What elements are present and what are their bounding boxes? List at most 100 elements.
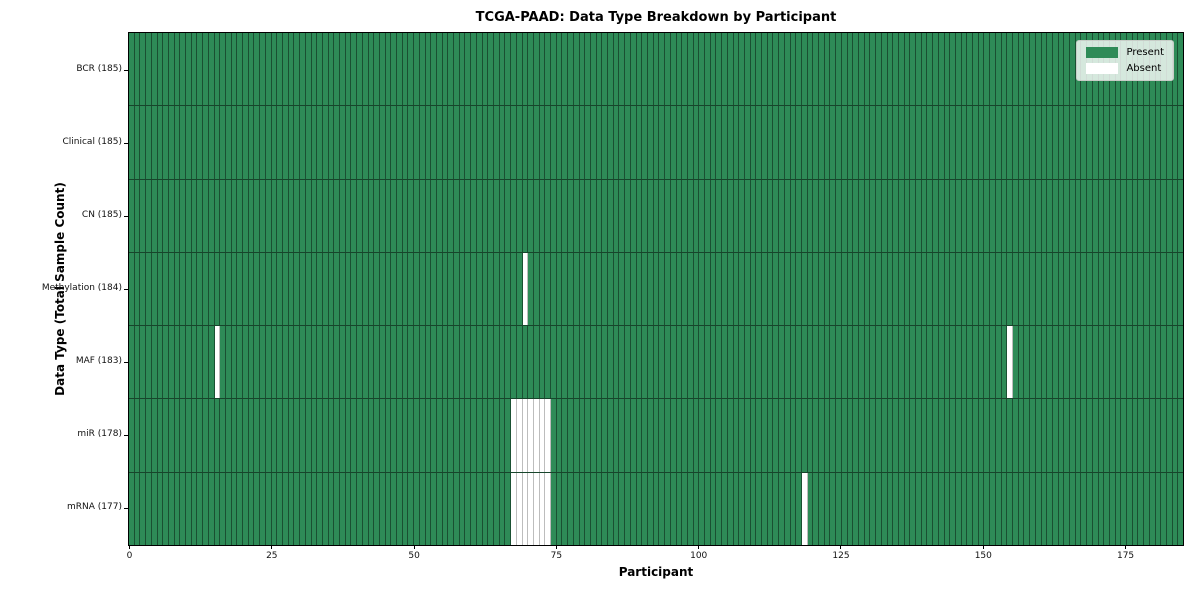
heatmap-cell <box>1155 399 1162 472</box>
x-tick-label: 150 <box>974 550 992 561</box>
heatmap-cell <box>876 326 882 399</box>
heatmap-cell <box>813 179 820 252</box>
heatmap-cell <box>955 326 962 399</box>
heatmap-cell <box>687 472 694 545</box>
heatmap-cell <box>157 179 164 252</box>
heatmap-cell <box>214 472 221 545</box>
heatmap-cell <box>511 399 517 472</box>
heatmap-cell <box>938 33 945 106</box>
heatmap-cell <box>168 33 175 106</box>
x-tick-label: 125 <box>832 550 850 561</box>
heatmap-cell <box>653 33 660 106</box>
heatmap-cell <box>870 252 877 326</box>
heatmap-cell <box>630 399 637 472</box>
heatmap-cell <box>710 472 717 545</box>
heatmap-cell <box>545 106 552 179</box>
heatmap-cell <box>881 179 888 252</box>
heatmap-cell <box>436 106 443 179</box>
heatmap-cell <box>596 33 603 106</box>
heatmap-cell <box>1087 179 1093 252</box>
heatmap-cell <box>676 179 683 252</box>
heatmap-cell <box>197 252 204 326</box>
heatmap-cell <box>767 472 774 545</box>
heatmap-cell <box>710 252 717 326</box>
heatmap-cell <box>533 179 540 252</box>
heatmap-cell <box>511 106 517 179</box>
heatmap-cell <box>1121 179 1128 252</box>
heatmap-cell <box>379 33 386 106</box>
heatmap-cell <box>340 326 346 399</box>
heatmap-cell <box>311 106 318 179</box>
heatmap-cell <box>243 252 249 326</box>
heatmap-cell <box>642 179 648 252</box>
heatmap-cell <box>841 33 848 106</box>
heatmap-cell <box>819 106 825 179</box>
heatmap-cell <box>1172 326 1179 399</box>
heatmap-cell <box>1161 106 1167 179</box>
heatmap-cell <box>636 252 643 326</box>
heatmap-cell <box>334 33 341 106</box>
heatmap-cell <box>722 252 728 326</box>
heatmap-cell <box>625 106 631 179</box>
heatmap-row-MAF <box>129 325 1184 399</box>
heatmap-cell <box>864 399 871 472</box>
heatmap-cell <box>488 326 494 399</box>
heatmap-cell <box>505 179 512 252</box>
heatmap-cell <box>625 33 631 106</box>
heatmap-cell <box>853 179 859 252</box>
heatmap-cell <box>881 33 888 106</box>
heatmap-cell <box>870 399 877 472</box>
heatmap-cell <box>944 399 951 472</box>
heatmap-cell <box>402 179 409 252</box>
heatmap-cell <box>146 106 152 179</box>
heatmap-cell <box>733 179 740 252</box>
heatmap-cell <box>779 106 785 179</box>
heatmap-cell <box>779 326 785 399</box>
heatmap-cell <box>505 472 512 545</box>
heatmap-cell <box>157 326 164 399</box>
heatmap-cell <box>693 399 700 472</box>
heatmap-cell <box>950 179 956 252</box>
heatmap-cell <box>1144 252 1150 326</box>
heatmap-cell <box>590 179 597 252</box>
heatmap-cell <box>676 106 683 179</box>
heatmap-cell <box>1127 252 1133 326</box>
heatmap-cell <box>180 326 187 399</box>
heatmap-cell <box>334 472 341 545</box>
heatmap-cell <box>134 472 141 545</box>
heatmap-cell <box>973 472 979 545</box>
heatmap-cell <box>402 472 409 545</box>
heatmap-cell <box>311 326 318 399</box>
heatmap-cell <box>847 252 854 326</box>
heatmap-cell <box>163 252 169 326</box>
heatmap-cell <box>1144 179 1150 252</box>
y-tick-label-mRNA: mRNA (177) <box>67 502 122 512</box>
heatmap-cell <box>727 106 734 179</box>
heatmap-cell <box>630 179 637 252</box>
heatmap-cell <box>910 472 917 545</box>
heatmap-cell <box>1052 472 1059 545</box>
heatmap-cell <box>528 179 534 252</box>
heatmap-cell <box>796 472 802 545</box>
y-tick-mark <box>124 69 128 71</box>
heatmap-cell <box>613 472 620 545</box>
heatmap-cell <box>824 33 831 106</box>
heatmap-cell <box>762 252 768 326</box>
heatmap-cell <box>174 33 181 106</box>
heatmap-cell <box>653 399 660 472</box>
heatmap-cell <box>859 326 865 399</box>
heatmap-cell <box>556 399 563 472</box>
heatmap-cell <box>961 472 968 545</box>
heatmap-cell <box>710 33 717 106</box>
heatmap-cell <box>237 106 244 179</box>
heatmap-cell <box>642 106 648 179</box>
heatmap-cell <box>533 33 540 106</box>
heatmap-cell <box>311 472 318 545</box>
heatmap-cell <box>853 252 859 326</box>
heatmap-cell <box>744 472 751 545</box>
heatmap-cell <box>562 399 569 472</box>
heatmap-cell <box>180 179 187 252</box>
heatmap-cell <box>431 179 437 252</box>
heatmap-cell <box>784 179 791 252</box>
